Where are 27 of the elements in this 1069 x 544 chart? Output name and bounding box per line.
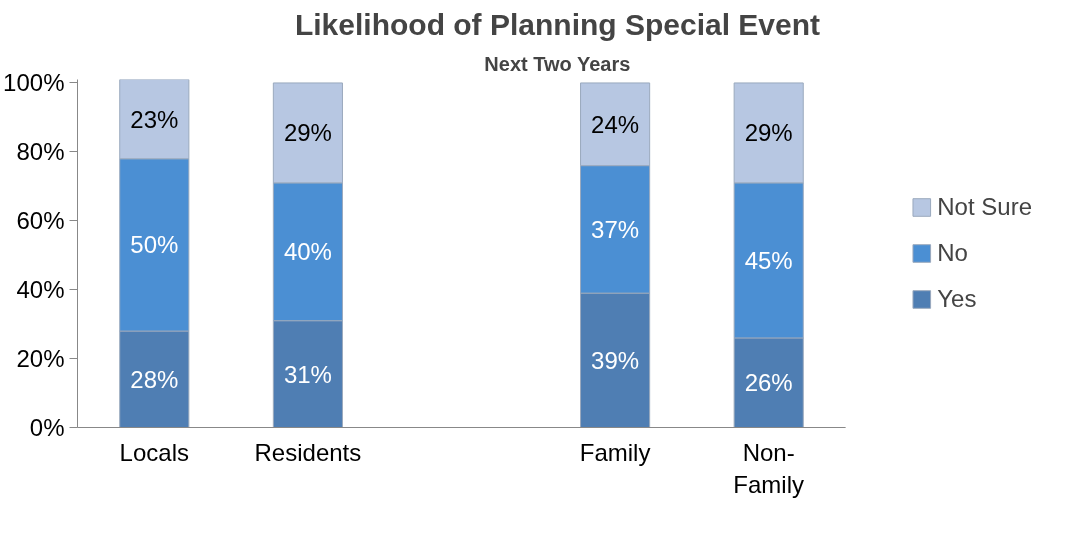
data-label: 29% — [744, 119, 793, 147]
data-label: 28% — [130, 365, 179, 393]
data-label: 24% — [591, 110, 640, 138]
chart-title: Likelihood of Planning Special Event — [294, 7, 821, 41]
y-tick-label: 100% — [3, 69, 65, 97]
data-label: 31% — [283, 360, 332, 388]
data-label: 50% — [130, 231, 179, 259]
data-label: 37% — [591, 215, 640, 243]
chart-subtitle: Next Two Years — [484, 52, 631, 75]
data-label: 40% — [283, 238, 332, 266]
y-tick-label: 20% — [16, 345, 65, 373]
data-label: 45% — [744, 246, 793, 274]
data-label: 26% — [744, 369, 793, 397]
x-tick-label: Residents — [254, 438, 362, 466]
data-label: 39% — [591, 346, 640, 374]
y-tick-label: 80% — [16, 138, 65, 166]
legend-label: Yes — [937, 285, 977, 313]
x-tick-label: Family — [579, 438, 651, 466]
x-tick-label: Locals — [119, 438, 189, 466]
y-tick-label: 60% — [16, 207, 65, 235]
legend-label: Not Sure — [937, 193, 1032, 221]
data-label: 23% — [130, 105, 179, 133]
y-tick-label: 0% — [29, 414, 65, 441]
y-tick-label: 40% — [16, 276, 65, 304]
data-label: 29% — [283, 119, 332, 147]
legend-label: No — [937, 239, 968, 267]
x-tick-label: Non-Family — [733, 438, 805, 498]
